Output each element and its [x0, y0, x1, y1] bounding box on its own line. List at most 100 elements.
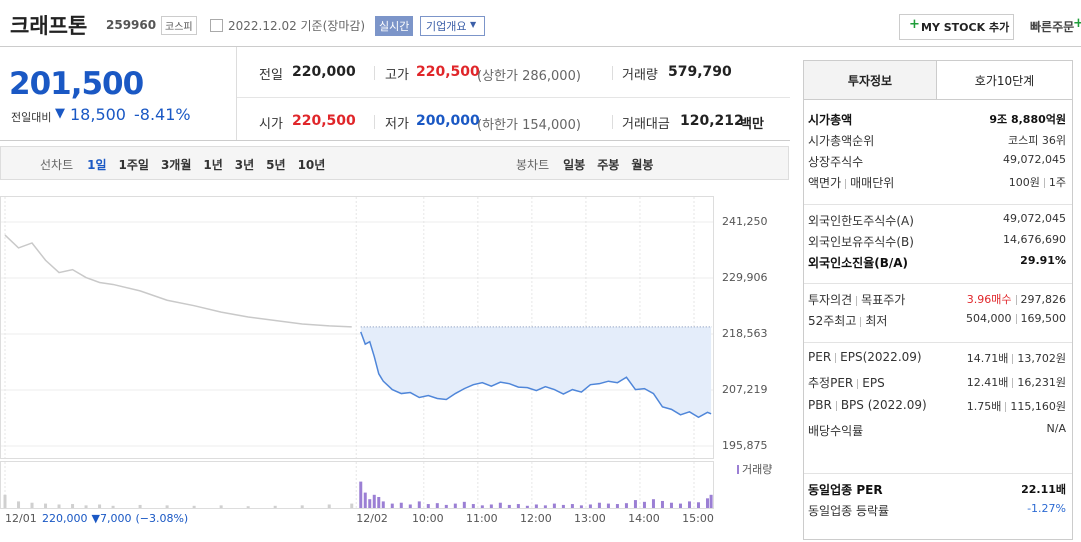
- volume-bar: [17, 501, 21, 508]
- info-value: -1.27%: [1027, 502, 1066, 519]
- volume-bar: [696, 502, 700, 508]
- info-value: 14,676,690: [1003, 233, 1066, 250]
- prev-day-change: ▼7,000: [92, 512, 132, 525]
- volume-bar: [138, 504, 142, 508]
- quote-label: 거래대금: [622, 117, 670, 132]
- x-tick-label: 11:00: [466, 512, 498, 525]
- nav-label: 봉차트: [516, 158, 550, 172]
- info-label: 액면가 매매단위: [808, 174, 894, 191]
- info-label: 투자의견 목표주가: [808, 291, 905, 308]
- nav-item[interactable]: 3개월: [160, 158, 192, 172]
- volume-bar: [3, 494, 7, 508]
- quote-value: 220,000: [292, 64, 356, 80]
- nav-item[interactable]: 1주일: [118, 158, 149, 172]
- value-text: 49,072,045: [1003, 153, 1066, 166]
- divider: [374, 115, 375, 129]
- pipe: [1012, 378, 1014, 388]
- mystock-label: MY STOCK 추가: [921, 21, 1010, 34]
- quote-sub: (하한가 154,000): [477, 118, 581, 133]
- label-text: 추정PER: [808, 376, 854, 390]
- volume-bar: [669, 502, 673, 508]
- group-rule: [804, 342, 1072, 343]
- nav-item[interactable]: 일봉: [563, 158, 586, 172]
- nav-item[interactable]: 1일: [87, 158, 107, 172]
- quick-order[interactable]: 빠른주문: [1030, 20, 1075, 34]
- volume-bar: [192, 505, 196, 508]
- label-text: 액면가: [808, 176, 842, 190]
- volume-bar: [633, 500, 637, 508]
- value-text: -1.27%: [1027, 502, 1066, 515]
- volume-bar: [363, 492, 367, 508]
- label-text: PER: [808, 350, 832, 364]
- stock-name: 크래프톤: [10, 14, 88, 38]
- nav-item[interactable]: 3년: [234, 158, 255, 172]
- nav-item[interactable]: 월봉: [631, 158, 654, 172]
- overview-button[interactable]: 기업개요: [420, 16, 486, 36]
- volume-bar: [561, 504, 565, 508]
- header-rule: [0, 46, 1081, 47]
- quote-value: 200,000: [416, 113, 480, 129]
- rule: [237, 97, 790, 98]
- quote-value: 579,790: [668, 64, 732, 80]
- x-tick-label: 12/01: [5, 512, 37, 525]
- nav-item[interactable]: 1년: [203, 158, 223, 172]
- rule: [0, 140, 790, 141]
- plus-icon: +: [1073, 16, 1081, 31]
- volume-bar: [165, 505, 169, 508]
- volume-bar: [359, 481, 363, 508]
- volume-bar: [219, 505, 223, 508]
- date: 2022.12.02 기준(장마감): [228, 19, 366, 33]
- nav-item[interactable]: 10년: [297, 158, 326, 172]
- volume-bar: [57, 504, 61, 508]
- y-tick-label: 218,563: [722, 327, 768, 340]
- down-arrow: ▼: [55, 106, 65, 121]
- legend-swatch: [737, 465, 739, 474]
- volume-bar: [624, 503, 628, 508]
- info-label: 외국인한도주식수(A): [808, 212, 914, 229]
- value-text: 9조 8,880억원: [989, 113, 1066, 126]
- value-text: 115,160원: [1010, 400, 1066, 413]
- label-text: 외국인소진율(B/A): [808, 256, 909, 270]
- volume-bar: [552, 503, 556, 508]
- volume-bar: [588, 504, 592, 508]
- tab-label[interactable]: 호가10단계: [974, 74, 1035, 88]
- tab[interactable]: [936, 60, 1073, 100]
- change-label: 전일대비: [11, 111, 52, 124]
- info-value: 14.71배 13,702원: [967, 350, 1066, 366]
- volume-bar: [642, 501, 646, 508]
- line-chart-nav: 선차트 1일 1주일 3개월 1년 3년 5년 10년: [40, 156, 337, 173]
- tab-active[interactable]: [803, 60, 937, 100]
- pipe: [835, 352, 837, 363]
- tab-label[interactable]: 투자정보: [847, 74, 893, 88]
- info-label: 52주최고 최저: [808, 312, 887, 329]
- divider: [374, 66, 375, 80]
- info-value: 504,000 169,500: [966, 312, 1066, 329]
- volume-bar: [651, 499, 655, 508]
- info-value: 12.41배 16,231원: [967, 374, 1066, 391]
- pipe: [856, 295, 858, 306]
- value-text: 297,826: [1020, 293, 1067, 306]
- label-text: 52주최고: [808, 314, 857, 328]
- pipe: [860, 316, 862, 327]
- info-row: 투자의견 목표주가 3.96매수 297,826: [808, 291, 1066, 308]
- x-tick-label: 10:00: [412, 512, 444, 525]
- label-text: 시가총액순위: [808, 134, 875, 148]
- volume-bar: [435, 503, 439, 508]
- mystock-button[interactable]: [899, 14, 1014, 40]
- info-row: 동일업종 등락률 -1.27%: [808, 502, 1066, 519]
- nav-label: 선차트: [40, 158, 74, 172]
- volume-bar: [84, 505, 88, 508]
- info-row: 외국인한도주식수(A) 49,072,045: [808, 212, 1066, 229]
- quote-value: 220,500: [416, 64, 480, 80]
- realtime-badge[interactable]: 실시간: [375, 16, 414, 36]
- nav-item[interactable]: 5년: [266, 158, 286, 172]
- nav-item[interactable]: 주봉: [597, 158, 620, 172]
- divider: [612, 115, 613, 129]
- info-row: 시가총액순위 코스피 36위: [808, 132, 1066, 149]
- value-text: 100원: [1008, 176, 1040, 189]
- plus-icon: +: [909, 17, 920, 32]
- quote-value: 120,212: [680, 113, 744, 129]
- info-value: 9조 8,880억원: [989, 111, 1066, 128]
- info-label: 시가총액: [808, 111, 852, 128]
- pipe: [835, 400, 837, 411]
